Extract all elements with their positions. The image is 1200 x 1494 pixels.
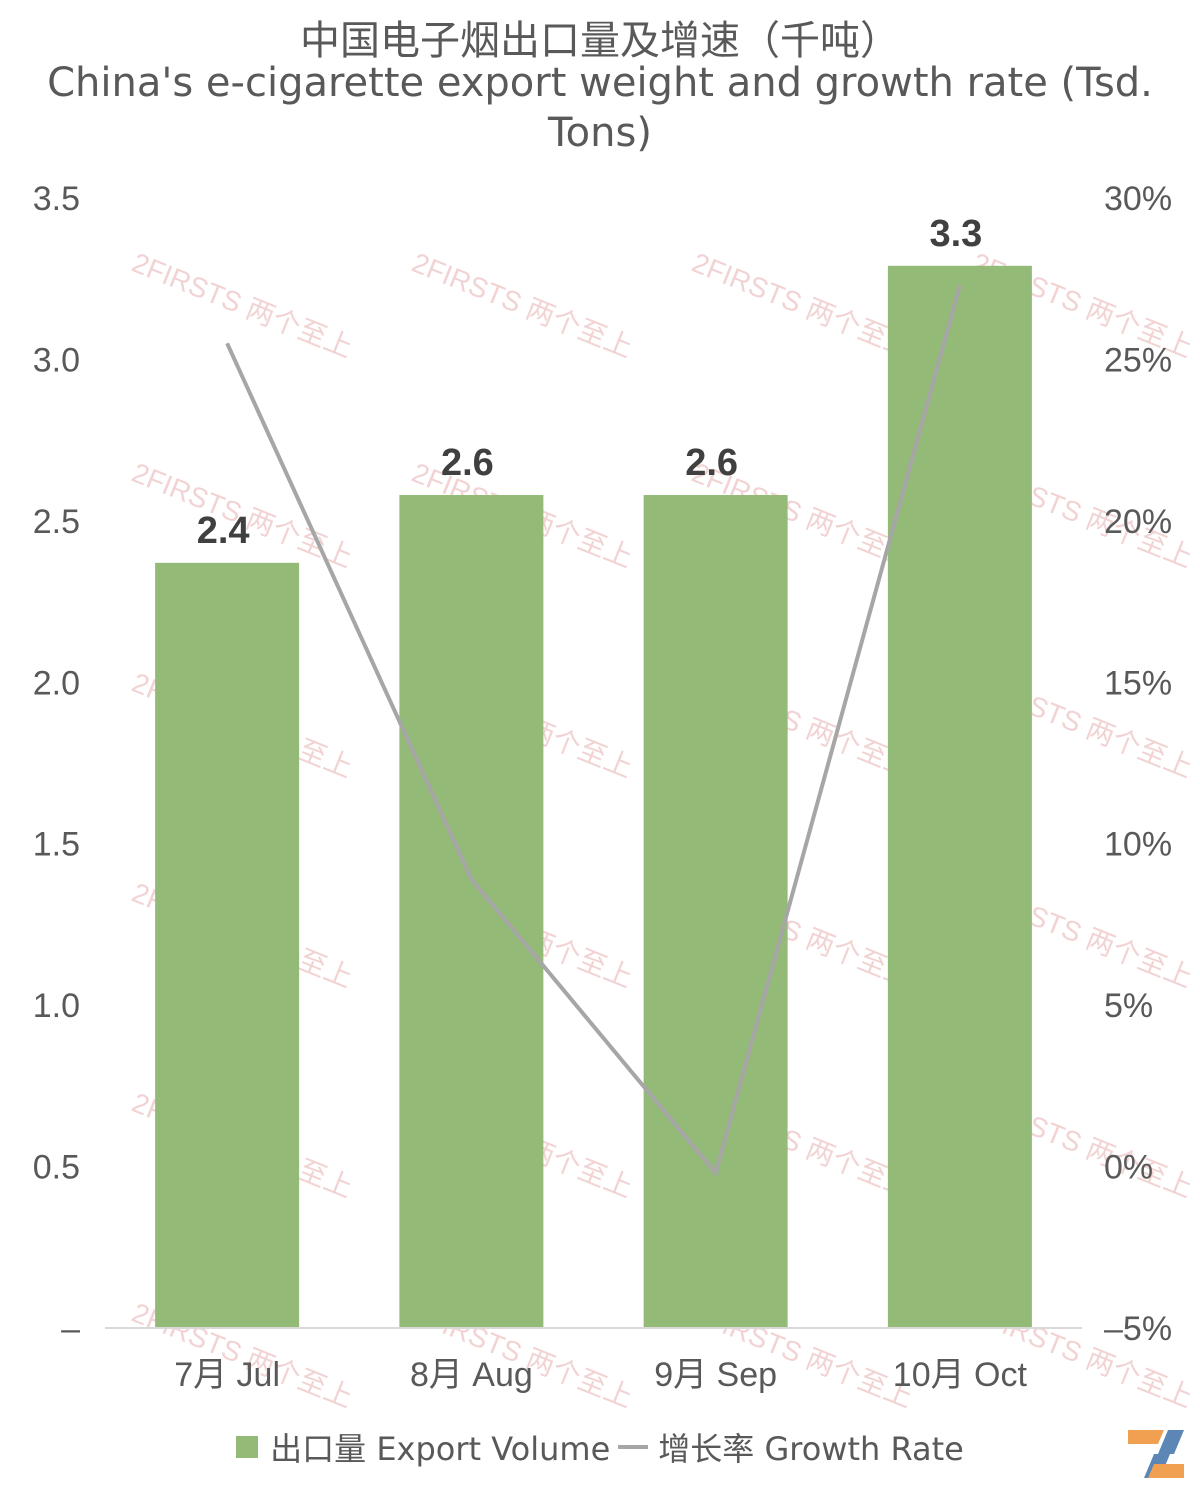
chart-title-cn: 中国电子烟出口量及增速（千吨） [300,18,900,64]
legend-bar-swatch [236,1436,259,1458]
bar-series [155,265,1032,1328]
chart-title-en: China's e-cigarette export weight and gr… [47,60,1153,156]
y-right-tick-label: 20% [1104,503,1172,541]
y-right-tick-label: 25% [1104,341,1172,379]
growth-rate-line [225,284,962,1178]
legend-line-swatch [618,1445,649,1449]
watermark-text: 2FIRSTS 两个至上 [688,247,917,364]
y-right-tick-label: 10% [1104,826,1172,864]
line-series [225,284,962,1178]
y-left-tick-label: 0.5 [33,1149,80,1187]
bar-3 [887,265,1032,1328]
axes: – 0.5 1.0 1.5 2.0 2.5 3.0 3.5 –5% 0% 5% 10% 15% 20% 25… [33,180,1172,1394]
x-tick-label: 7月 Jul [174,1356,280,1394]
bar-data-label: 2.4 [197,510,250,552]
bar-1 [399,495,544,1328]
y-right-tick-label: 30% [1104,180,1172,218]
y-left-tick-label: 3.5 [33,180,80,218]
bar-0 [155,562,300,1328]
y-left-tick-label: 1.5 [33,826,80,864]
y-right-tick-label: 5% [1104,987,1153,1025]
y-left-tick-label: 3.0 [33,341,80,379]
bar-data-label: 3.3 [929,213,982,255]
x-tick-label: 9月 Sep [654,1356,777,1394]
bar-2 [643,495,788,1328]
y-left-tick-label: 2.5 [33,503,80,541]
y-right-tick-label: –5% [1104,1310,1172,1348]
y-left-tick-label: 2.0 [33,664,80,702]
data-labels: 2.4 2.6 2.6 3.3 [197,213,983,552]
bar-data-label: 2.6 [441,442,494,484]
watermark-text: 2FIRSTS 两个至上 [128,247,357,364]
legend: 出口量 Export Volume 增长率 Growth Rate [0,1424,1200,1470]
legend-line-label: 增长率 Growth Rate [658,1430,964,1468]
legend-bar-label: 出口量 Export Volume [270,1430,611,1468]
y-left-tick-label: – [61,1310,80,1348]
x-tick-label: 8月 Aug [410,1356,533,1394]
y-left-tick-label: 1.0 [33,987,80,1025]
y-right-tick-label: 15% [1104,664,1172,702]
y-right-tick-label: 0% [1104,1149,1153,1187]
x-tick-label: 10月 Oct [893,1356,1028,1394]
brand-logo-icon [1128,1430,1184,1478]
watermark-text: 2FIRSTS 两个至上 [408,247,637,364]
bar-data-label: 2.6 [685,442,738,484]
